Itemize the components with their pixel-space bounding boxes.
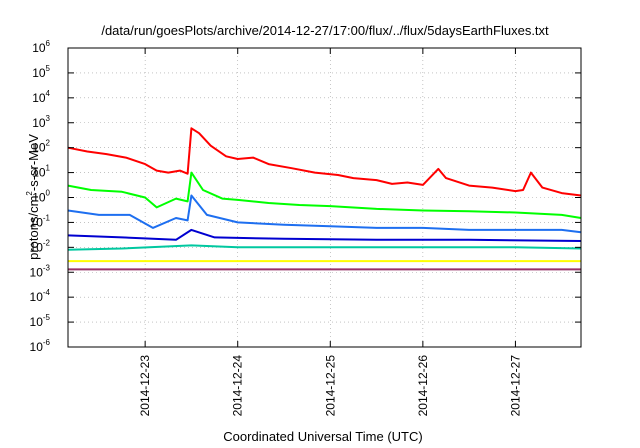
series-line-4	[67, 228, 582, 242]
series-lines	[67, 127, 582, 271]
x-tick-label: 2014-12-23	[138, 355, 152, 417]
y-axis-label: protons/cm2-s-sr-MeV	[25, 134, 41, 260]
x-tick-label: 2014-12-27	[508, 355, 522, 417]
x-tick-label: 2014-12-24	[231, 355, 245, 417]
y-tick-label: 10-4	[30, 288, 51, 304]
y-tick-label: 10-3	[30, 263, 51, 279]
y-tick-label: 103	[32, 114, 50, 130]
series-line-5	[67, 244, 582, 251]
y-tick-label: 10-6	[30, 338, 51, 354]
y-axis-ticks: 10-610-510-410-310-210-11001011021031041…	[30, 39, 581, 354]
y-tick-label: 10-5	[30, 313, 51, 329]
chart-title: /data/run/goesPlots/archive/2014-12-27/1…	[101, 23, 549, 38]
series-line-1	[67, 127, 582, 197]
x-tick-label: 2014-12-26	[416, 355, 430, 417]
x-axis-ticks: 2014-12-23 2014-12-24 2014-12-25 2014-12-26…	[138, 48, 522, 416]
y-tick-label: 105	[32, 64, 50, 80]
y-tick-label: 106	[32, 39, 50, 55]
y-tick-label: 104	[32, 89, 50, 105]
series-line-3	[67, 194, 582, 234]
x-tick-label: 2014-12-25	[323, 355, 337, 417]
series-line-2	[67, 171, 582, 219]
x-axis-label: Coordinated Universal Time (UTC)	[223, 429, 422, 444]
